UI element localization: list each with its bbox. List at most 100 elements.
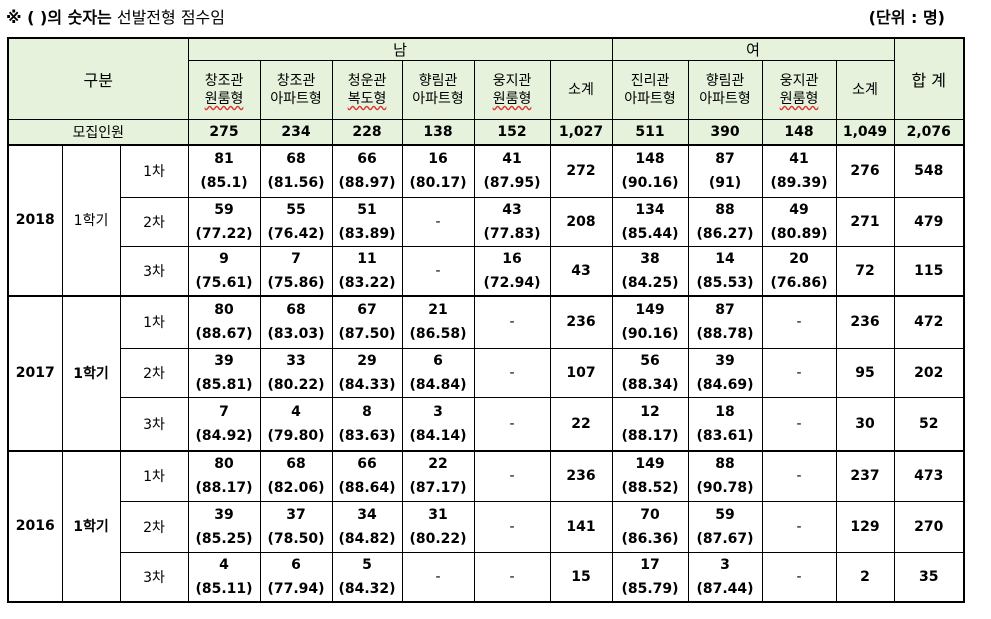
score-value: (91) [708,175,742,192]
score-value: (82.06) [267,480,325,497]
count-value: 9 [219,250,229,267]
count-cell: - [473,348,551,398]
count-cell: 4 (79.80) [259,397,333,451]
count-value: 6 [291,557,301,573]
score-value: (77.83) [483,225,541,242]
recruit-value: 275 [187,119,261,146]
score-value: (85.44) [621,225,679,242]
column-header-line: 창조관 [204,73,244,89]
count-cell: 66 (88.97) [331,144,403,198]
count-cell: 4 (85.11) [187,552,261,603]
count-cell: 20 (76.86) [761,245,837,296]
female-subtotal: 271 [835,196,895,247]
female-subtotal: 276 [835,144,895,198]
count-cell: 34 (84.82) [331,501,403,553]
count-cell: 39 (84.69) [687,348,763,398]
count-value: 5 [362,557,372,573]
count-value: 16 [502,250,522,267]
score-value: (84.84) [409,377,467,393]
count-cell: 7 (84.92) [187,397,261,451]
count-value: 134 [635,201,665,218]
count-cell: 59 (77.22) [187,196,261,247]
count-cell: - [401,552,475,603]
column-header: 청운관 복도형 [331,60,403,120]
empty-dash: - [509,314,515,331]
table-row: 3차 9 (75.61) 7 (75.86) 11 (83.22) -16 (72.94) 43 3… [8,245,965,296]
column-header: 소계 [835,60,895,120]
count-cell: - [401,196,475,247]
round-label: 1차 [119,144,189,198]
male-subtotal: 15 [549,552,613,603]
column-header-line: 창조관 [276,73,316,89]
score-value: (85.79) [621,581,679,597]
round-label: 3차 [119,552,189,603]
count-value: 41 [789,151,809,168]
count-cell: - [761,449,837,502]
count-cell: 39 (85.81) [187,348,261,398]
recruit-value: 234 [259,119,333,146]
score-value: (88.34) [621,377,679,393]
score-value: (87.50) [338,326,396,343]
column-header-line: 향림관 [705,73,745,89]
empty-dash: - [509,365,515,381]
female-subtotal: 95 [835,348,895,398]
score-value: (89.39) [770,175,828,192]
count-cell: 59 (87.67) [687,501,763,553]
score-value: (85.11) [195,581,253,597]
row-total: 548 [893,144,965,198]
score-value: (79.80) [267,427,325,444]
count-value: 81 [214,151,234,168]
column-header-line: 아파트형 [699,91,751,107]
count-value: 7 [219,403,229,420]
score-value: (84.69) [696,377,754,393]
empty-dash: - [435,262,441,279]
male-subtotal: 107 [549,348,613,398]
count-value: 80 [214,302,234,319]
count-cell: 81 (85.1) [187,144,261,198]
dorm-selection-table: 구분 남 여 합 계 창조관 원룸형 창조관 아파트형 청운관 복도형 향림관 아파트형 웅지관 원룸형 소… [7,37,966,603]
count-cell: - [473,552,551,603]
count-value: 37 [286,507,306,523]
count-cell: 51 (83.89) [331,196,403,247]
empty-dash: - [509,569,515,585]
score-value: (85.1) [200,175,248,192]
recruit-value: 228 [331,119,403,146]
count-value: 4 [219,557,229,573]
count-cell: - [473,397,551,451]
count-value: 39 [715,353,735,369]
count-cell: 87 (88.78) [687,294,763,349]
empty-dash: - [435,569,441,585]
table-row: 2016 1학기 1차 80 (88.17) 68 (82.06) 66 (88.64) 22 (8… [7,449,965,603]
count-value: 88 [715,201,735,218]
count-value: 29 [357,353,377,369]
count-value: 12 [640,403,660,420]
row-total: 52 [893,397,965,451]
count-cell: 55 (76.42) [259,196,333,247]
column-header: 소계 [549,60,613,120]
count-cell: 21 (86.58) [401,294,475,349]
count-cell: 7 (75.86) [259,245,333,296]
count-cell: 31 (80.22) [401,501,475,553]
count-value: 21 [428,302,448,319]
count-cell: 68 (83.03) [259,294,333,349]
score-value: (85.25) [195,531,253,547]
count-cell: 80 (88.17) [187,449,261,502]
round-label: 2차 [119,196,189,247]
score-value: (72.94) [483,274,541,291]
column-header-line: 향림관 [418,73,458,89]
table-row: 2017 1학기 1차 80 (88.67) 68 (83.03) 67 (87.50) 21 (8… [7,294,965,451]
column-header-line: 웅지관 [492,73,532,89]
score-value: (77.94) [267,581,325,597]
column-header-line: 청운관 [347,73,387,89]
recruit-value: 1,049 [835,119,895,146]
count-value: 55 [286,201,306,218]
score-value: (80.22) [409,531,467,547]
score-value: (77.22) [195,225,253,242]
female-subtotal: 2 [835,552,895,603]
score-note-prefix: ※ ( )의 숫자는 [6,8,112,27]
count-cell: 3 (84.14) [401,397,475,451]
score-value: (85.81) [195,377,253,393]
column-header-line: 소계 [568,82,594,98]
count-value: 22 [428,456,448,473]
